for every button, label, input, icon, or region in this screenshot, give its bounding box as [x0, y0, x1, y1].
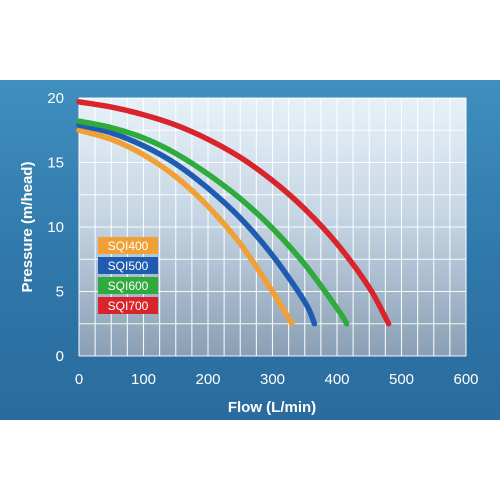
series-line-sqi400 — [76, 127, 295, 327]
series-line-sqi600 — [76, 118, 350, 327]
x-tick-label: 100 — [131, 371, 156, 388]
legend-label-sqi700: SQI700 — [108, 299, 149, 313]
x-tick-label: 500 — [389, 371, 414, 388]
y-tick-label: 20 — [47, 90, 64, 107]
legend-swatch-sqi400 — [98, 237, 158, 254]
y-tick-labels: 0 5 10 15 20 — [47, 90, 64, 365]
x-tick-label: 200 — [195, 371, 220, 388]
x-tick-labels: 0 100 200 300 400 500 600 — [75, 371, 479, 388]
legend-label-sqi500: SQI500 — [108, 259, 149, 273]
series-line-sqi500 — [76, 122, 318, 327]
x-tick-label: 400 — [324, 371, 349, 388]
y-tick-label: 10 — [47, 219, 64, 236]
x-tick-label: 0 — [75, 371, 83, 388]
legend-label-sqi600: SQI600 — [108, 279, 149, 293]
legend-swatch-sqi700 — [98, 297, 158, 314]
y-tick-label: 0 — [56, 348, 64, 365]
x-tick-label: 600 — [453, 371, 478, 388]
y-tick-label: 15 — [47, 155, 64, 172]
y-tick-label: 5 — [56, 284, 64, 301]
series-line-sqi700 — [76, 99, 392, 327]
legend-swatch-sqi500 — [98, 257, 158, 274]
series-lines — [76, 99, 392, 327]
y-axis-title: Pressure (m/head) — [19, 162, 36, 293]
x-tick-label: 300 — [260, 371, 285, 388]
legend-label-sqi400: SQI400 — [108, 239, 149, 253]
legend-swatch-sqi600 — [98, 277, 158, 294]
x-axis-title: Flow (L/min) — [228, 399, 316, 416]
legend: SQI400 SQI500 SQI600 SQI700 — [98, 237, 158, 314]
